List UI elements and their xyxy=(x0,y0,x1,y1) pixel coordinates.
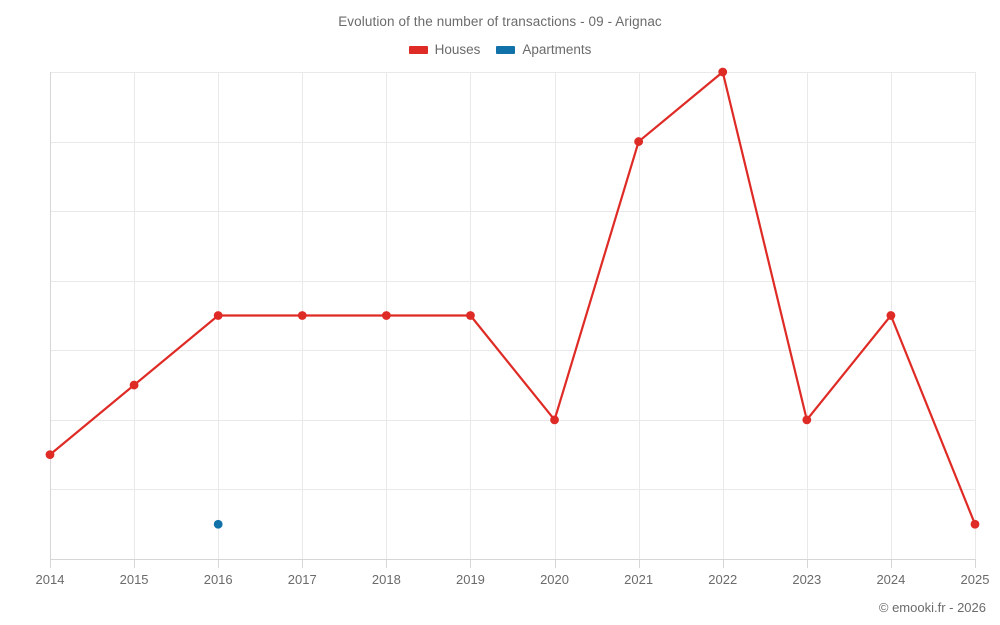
data-point[interactable] xyxy=(802,415,812,425)
x-axis-tick-label: 2024 xyxy=(876,572,906,587)
legend-label-apartments: Apartments xyxy=(522,42,592,57)
x-axis-tick xyxy=(890,559,892,568)
gridline-horizontal xyxy=(50,72,975,73)
gridline-horizontal xyxy=(50,350,975,352)
x-axis-line xyxy=(50,559,975,560)
data-point[interactable] xyxy=(718,67,728,77)
y-axis-line xyxy=(50,72,51,559)
x-axis-tick-label: 2017 xyxy=(287,572,317,587)
data-point[interactable] xyxy=(45,450,55,460)
gridline-horizontal xyxy=(50,211,975,213)
footer-credit: © emooki.fr - 2026 xyxy=(878,600,986,615)
data-point[interactable] xyxy=(213,519,223,529)
series-line-houses xyxy=(48,70,977,526)
x-axis-tick-label: 2015 xyxy=(119,572,149,587)
data-point[interactable] xyxy=(970,519,980,529)
gridline-vertical xyxy=(554,72,556,559)
x-axis-tick-label: 2022 xyxy=(708,572,738,587)
chart-legend: Houses Apartments xyxy=(0,43,1000,57)
x-axis-tick-label: 2018 xyxy=(371,572,401,587)
gridline-vertical xyxy=(134,72,136,559)
x-axis-tick xyxy=(554,559,556,568)
x-axis-tick-label: 2023 xyxy=(792,572,822,587)
x-axis-tick xyxy=(470,559,472,568)
gridline-horizontal xyxy=(50,280,975,282)
data-point[interactable] xyxy=(381,311,391,320)
legend-item-houses[interactable]: Houses xyxy=(408,42,481,57)
x-axis-tick xyxy=(386,559,388,568)
data-point[interactable] xyxy=(129,380,139,390)
chart-title: Evolution of the number of transactions … xyxy=(338,14,662,29)
data-point[interactable] xyxy=(550,415,559,425)
plot-area: 02468101214 2014201520162017201820192020… xyxy=(36,67,989,587)
legend-swatch-houses xyxy=(408,45,428,54)
gridline-horizontal xyxy=(50,419,975,421)
legend-label-houses: Houses xyxy=(434,42,481,57)
legend-swatch-apartments xyxy=(496,45,516,54)
series-layer xyxy=(45,67,980,529)
x-axis-tick-label: 2016 xyxy=(203,572,233,587)
data-point[interactable] xyxy=(466,311,475,320)
data-point[interactable] xyxy=(886,311,896,320)
x-axis-tick xyxy=(302,559,304,568)
x-axis-tick-label: 2021 xyxy=(624,572,654,587)
data-point[interactable] xyxy=(297,311,307,320)
x-axis-tick xyxy=(806,559,808,568)
data-point[interactable] xyxy=(634,137,644,146)
data-point[interactable] xyxy=(213,311,223,320)
gridline-horizontal xyxy=(50,489,975,491)
gridline-horizontal xyxy=(50,141,975,143)
legend-item-apartments[interactable]: Apartments xyxy=(496,43,591,57)
x-axis-tick xyxy=(50,559,51,568)
x-axis-tick xyxy=(975,559,976,568)
x-axis-tick-label: 2020 xyxy=(540,572,569,587)
gridline-vertical xyxy=(722,72,724,559)
x-axis-tick-label: 2025 xyxy=(960,572,990,587)
gridline-vertical xyxy=(638,72,640,559)
gridline-vertical xyxy=(975,72,976,559)
x-axis-tick-label: 2019 xyxy=(455,572,485,587)
x-axis-tick-label: 2014 xyxy=(35,572,65,587)
x-axis-tick xyxy=(722,559,724,568)
x-axis-tick xyxy=(134,559,136,568)
gridline-vertical xyxy=(806,72,808,559)
x-axis-tick xyxy=(218,559,220,568)
x-axis-tick xyxy=(638,559,640,568)
